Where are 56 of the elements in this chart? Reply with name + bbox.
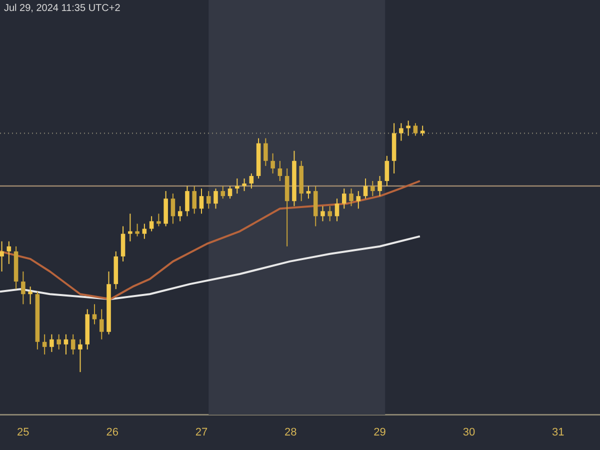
candlestick xyxy=(170,193,176,224)
candlestick xyxy=(156,213,161,227)
candlestick xyxy=(264,138,268,166)
candlestick xyxy=(228,186,232,200)
candlestick xyxy=(70,334,76,355)
candlestick xyxy=(349,188,354,207)
candlestick xyxy=(413,122,418,136)
candlestick xyxy=(270,152,275,174)
x-tick-label: 28 xyxy=(284,426,297,438)
candlestick xyxy=(21,271,26,305)
candlestick xyxy=(399,122,404,142)
candlestick xyxy=(242,178,246,192)
candlestick xyxy=(78,338,82,373)
x-tick-label: 25 xyxy=(17,426,30,438)
candlestick xyxy=(342,188,346,210)
candlestick xyxy=(206,190,211,210)
x-tick-label: 27 xyxy=(195,426,208,438)
x-tick-label: 30 xyxy=(462,426,476,438)
candlestick xyxy=(306,186,311,200)
candlestick xyxy=(64,334,68,355)
candlestick xyxy=(142,223,147,240)
candlestick xyxy=(120,226,126,262)
x-tick-label: 31 xyxy=(552,426,564,438)
candlestick xyxy=(328,206,332,222)
candlestick xyxy=(249,172,254,190)
candlestick xyxy=(278,160,282,182)
candlestick xyxy=(406,120,410,136)
candlestick xyxy=(28,286,32,305)
x-tick-label: 26 xyxy=(106,426,118,438)
candlestick xyxy=(6,240,12,264)
candlestick xyxy=(356,190,361,210)
text: Jul 29, 2024 11:35 UTC+2 xyxy=(4,3,120,14)
candlestick xyxy=(99,308,104,340)
candlestick xyxy=(185,186,190,217)
candlestick xyxy=(320,206,325,222)
candlestick xyxy=(135,223,140,237)
candlestick xyxy=(50,334,54,352)
candlestick xyxy=(370,180,375,197)
candlestick xyxy=(378,175,382,197)
candlestick xyxy=(42,334,47,355)
candlestick xyxy=(363,178,368,200)
candlestick xyxy=(214,188,218,210)
candlestick xyxy=(220,186,226,200)
candlestick xyxy=(128,213,132,242)
candlestick xyxy=(199,188,204,214)
candlestick xyxy=(92,304,97,325)
x-tick-label: 29 xyxy=(374,426,386,438)
candlestick xyxy=(0,240,4,272)
candlestick xyxy=(178,206,182,222)
candlestick xyxy=(149,216,154,232)
candlestick xyxy=(235,178,240,194)
candlestick xyxy=(334,198,340,222)
candlestick xyxy=(420,125,425,136)
candlestick xyxy=(192,186,196,214)
candlestick xyxy=(56,334,61,350)
candlestick xyxy=(384,155,390,187)
